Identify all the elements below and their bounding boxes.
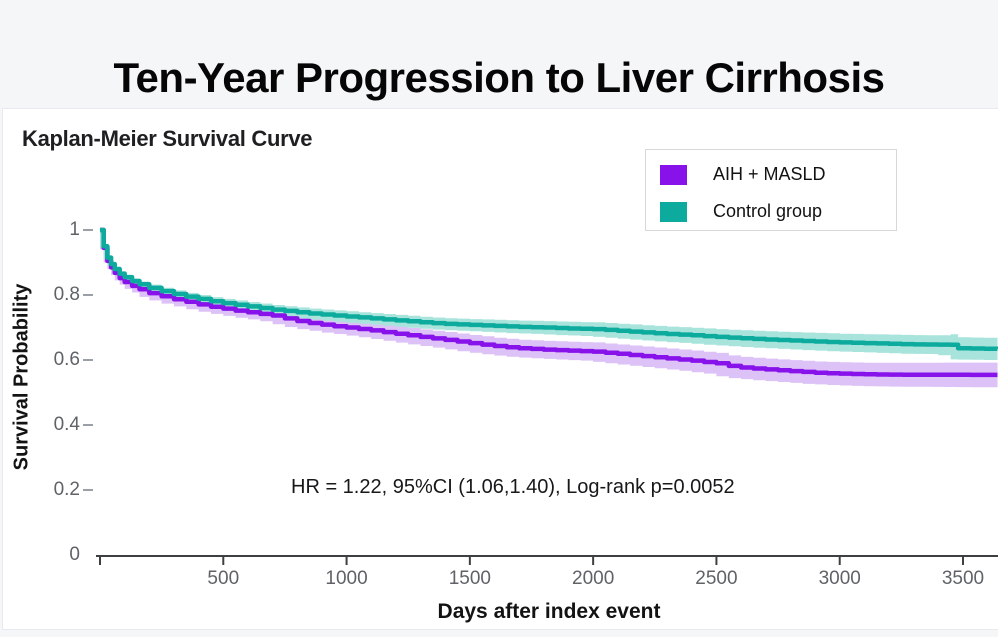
legend-swatch-control-group <box>660 201 687 222</box>
legend: AIH + MASLD Control group <box>645 149 897 231</box>
x-tick-label: 1000 <box>325 568 368 589</box>
y-tick-label: 0.2 <box>53 479 80 500</box>
chart-title: Kaplan-Meier Survival Curve <box>22 126 313 151</box>
x-tick-label: 3000 <box>818 568 861 589</box>
x-tick-label: 2500 <box>695 568 738 589</box>
y-tick-label: 0.4 <box>53 414 80 435</box>
legend-label-control-group: Control group <box>713 201 823 221</box>
y-tick-label: 0.8 <box>53 284 80 305</box>
x-tick-label: 1500 <box>448 568 491 589</box>
x-tick-label: 2000 <box>572 568 615 589</box>
ci-band-aih-masld <box>100 228 998 388</box>
legend-swatch-aih-masld <box>660 164 687 185</box>
legend-item-aih-masld: AIH + MASLD <box>646 156 896 193</box>
hr-annotation: HR = 1.22, 95%CI (1.06,1.40), Log-rank p… <box>291 476 735 498</box>
y-tick-label: 1 <box>69 219 80 240</box>
y-axis-label: Survival Probability <box>10 283 33 471</box>
curve-aih-masld <box>100 227 998 378</box>
legend-label-aih-masld: AIH + MASLD <box>713 164 826 184</box>
x-axis-label: Days after index event <box>437 600 661 623</box>
y-tick-label: 0 <box>69 544 80 565</box>
legend-item-control-group: Control group <box>646 193 896 230</box>
x-tick-label: 3500 <box>941 568 985 589</box>
x-tick-label: 500 <box>207 568 240 589</box>
page-title: Ten-Year Progression to Liver Cirrhosis <box>113 54 885 102</box>
curve-control-group <box>100 227 998 351</box>
ci-band-control-group <box>100 229 998 360</box>
y-tick-label: 0.6 <box>53 349 80 370</box>
